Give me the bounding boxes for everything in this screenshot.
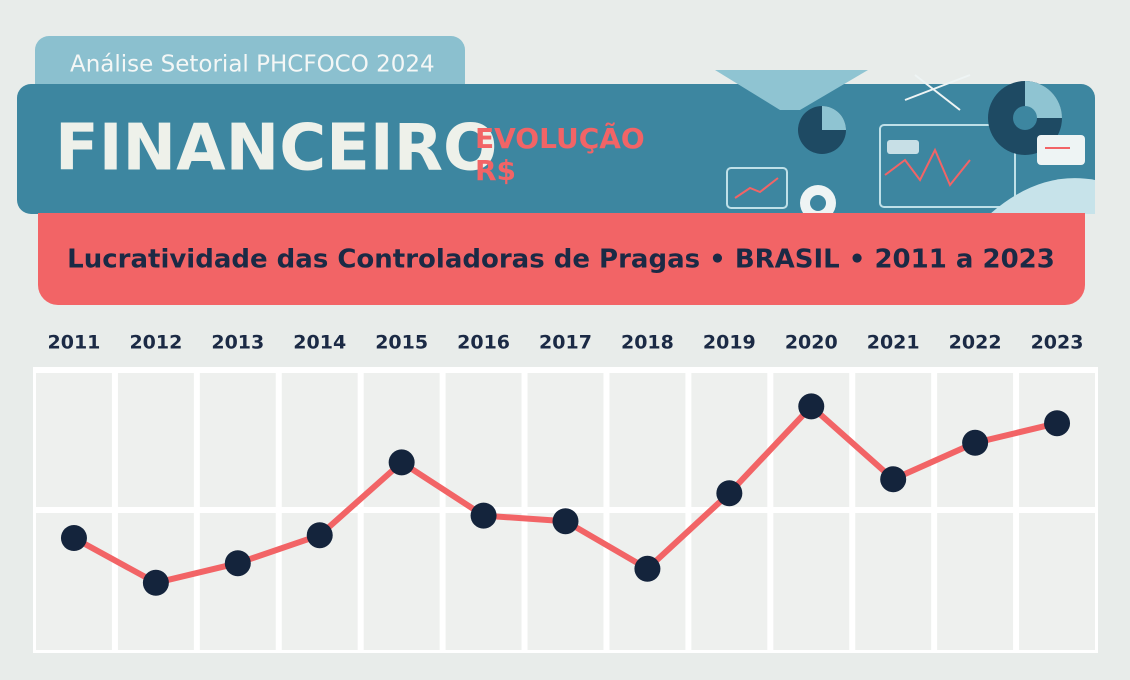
point: [470, 502, 497, 529]
main-title: FINANCEIRO: [55, 112, 497, 186]
x-tick-label: 2019: [703, 332, 756, 354]
grid-cell: [773, 513, 850, 650]
point: [880, 466, 907, 493]
x-tick-label: 2021: [867, 332, 920, 354]
point: [552, 508, 579, 535]
grid-cell: [363, 513, 440, 650]
point: [962, 429, 989, 456]
x-tick-label: 2020: [785, 332, 838, 354]
tab-label: Análise Setorial PHCFOCO 2024: [70, 52, 435, 78]
point: [798, 393, 825, 420]
grid-cell: [527, 373, 604, 507]
grid-cell: [1019, 513, 1095, 650]
x-tick-label: 2013: [211, 332, 264, 354]
x-tick-label: 2014: [293, 332, 346, 354]
grid-cell: [117, 373, 194, 507]
subtitle-banner: [38, 213, 1085, 305]
x-tick-label: 2011: [48, 332, 101, 354]
x-tick-label: 2017: [539, 332, 592, 354]
point: [306, 522, 333, 549]
point: [1044, 410, 1071, 437]
tab: [35, 36, 465, 90]
tag-line: EVOLUÇÃO: [475, 121, 645, 155]
grid-cell: [36, 373, 112, 507]
grid-cell: [937, 513, 1014, 650]
grid-cell: [281, 373, 358, 507]
tag-line: R$: [475, 154, 516, 187]
grid-cell: [855, 513, 932, 650]
point: [224, 550, 251, 577]
grid-cell: [1019, 373, 1095, 507]
x-tick-label: 2012: [129, 332, 182, 354]
point: [716, 480, 743, 507]
grid-cell: [609, 373, 686, 507]
point: [388, 449, 415, 476]
grid-cell: [773, 373, 850, 507]
x-tick-label: 2018: [621, 332, 674, 354]
x-tick-label: 2023: [1031, 332, 1084, 354]
point: [634, 555, 661, 582]
x-tick-label: 2015: [375, 332, 428, 354]
grid-cell: [691, 513, 768, 650]
chart-title: Lucratividade das Controladoras de Praga…: [67, 245, 1055, 275]
grid-cell: [199, 373, 276, 507]
point: [142, 569, 169, 596]
grid-cell: [445, 373, 522, 507]
x-tick-label: 2016: [457, 332, 510, 354]
grid-cell: [445, 513, 522, 650]
illustration: [715, 70, 1095, 221]
point: [60, 525, 87, 551]
x-tick-label: 2022: [949, 332, 1002, 354]
grid-cell: [199, 513, 276, 650]
